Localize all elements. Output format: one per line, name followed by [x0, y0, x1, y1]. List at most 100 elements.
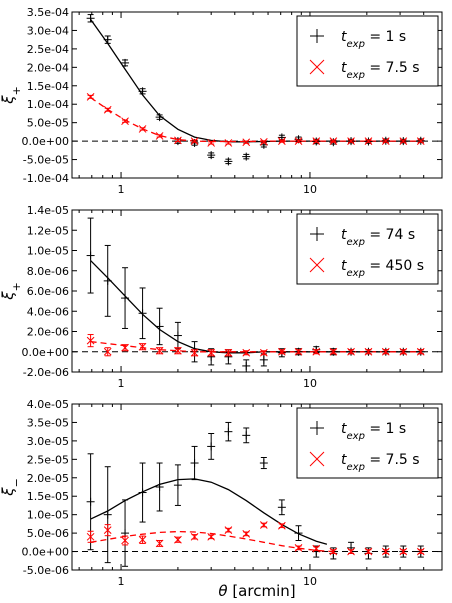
x-tick-label: 1 — [118, 377, 125, 390]
legend-x-marker — [309, 451, 325, 467]
x-marker — [329, 137, 338, 145]
y-tick-label: 1.0e-05 — [27, 245, 69, 258]
legend-label: texp = 74 s — [341, 227, 415, 248]
x-marker — [224, 526, 233, 535]
y-tick-label: -2.0e-06 — [23, 366, 69, 379]
data-point — [259, 521, 268, 529]
data-point — [242, 427, 251, 444]
data-point — [190, 348, 199, 357]
x-tick-label: 10 — [303, 575, 317, 588]
x-marker — [190, 532, 199, 541]
x-marker — [416, 547, 425, 556]
x-marker — [224, 139, 233, 147]
x-marker — [138, 535, 147, 544]
panel-3: 4.0e-05 3.5e-05 3.0e-05 2.5e-05 2.0e-05 1.5e-… — [0, 398, 443, 600]
x-marker — [399, 347, 408, 356]
y-axis-label: ξ+ — [0, 282, 23, 301]
data-point — [242, 359, 251, 373]
data-point — [259, 456, 268, 470]
x-marker — [381, 547, 390, 556]
legend: texp = 1 s texp = 7.5 s — [296, 15, 439, 87]
legend-label: texp = 1 s — [341, 29, 406, 50]
x-marker — [86, 532, 95, 541]
data-point — [190, 445, 199, 481]
data-point — [312, 137, 321, 145]
y-tick-label: 1.0e-04 — [27, 98, 69, 111]
data-point — [155, 462, 164, 512]
data-point — [138, 462, 147, 523]
data-point — [138, 125, 147, 133]
data-point — [416, 547, 425, 556]
y-tick-label: -1.0e-04 — [23, 172, 69, 185]
data-point — [86, 217, 95, 294]
data-point — [347, 137, 355, 145]
y-tick-label: -5.0e-06 — [23, 564, 69, 577]
legend-x-marker — [309, 59, 325, 75]
data-point — [155, 113, 164, 122]
x-marker — [121, 117, 129, 126]
data-point — [381, 137, 390, 145]
model-line-2 — [90, 530, 334, 553]
data-point — [224, 157, 233, 166]
y-tick-label: 0.0e+00 — [22, 546, 69, 559]
legend-label: texp = 7.5 s — [341, 60, 420, 81]
data-point — [86, 530, 95, 543]
data-point — [173, 321, 182, 350]
x-marker — [381, 347, 390, 356]
x-marker — [347, 547, 355, 556]
data-point — [399, 137, 408, 145]
legend-box — [296, 213, 439, 285]
data-point — [242, 152, 251, 161]
data-point — [259, 353, 268, 367]
x-marker — [121, 536, 129, 545]
data-point — [364, 347, 373, 356]
x-marker — [278, 137, 286, 145]
data-point — [277, 499, 286, 516]
legend: texp = 1 s texp = 7.5 s — [296, 407, 439, 479]
x-marker — [347, 347, 355, 356]
y-tick-label: -5.0e-05 — [23, 154, 69, 167]
model-line-1 — [90, 478, 328, 545]
data-point — [121, 58, 130, 67]
x-marker — [399, 547, 408, 556]
x-tick-label: 1 — [118, 575, 125, 588]
x-marker — [121, 343, 129, 352]
x-marker — [259, 348, 268, 357]
x-marker — [86, 336, 95, 345]
data-point — [329, 547, 338, 556]
data-point — [207, 348, 216, 357]
model-line-2 — [90, 97, 421, 143]
legend-box — [296, 15, 439, 87]
model-line-2 — [90, 340, 421, 353]
data-point — [224, 348, 233, 357]
x-marker — [294, 347, 303, 356]
y-tick-label: 3.0e-05 — [27, 435, 69, 448]
x-marker — [347, 137, 355, 145]
x-marker — [138, 125, 147, 133]
x-axis-label: θ [arcmin] — [218, 582, 295, 600]
data-point — [190, 532, 199, 541]
x-marker — [294, 544, 303, 552]
data-point — [416, 137, 425, 145]
data-point — [242, 529, 251, 538]
data-point — [278, 137, 286, 145]
x-marker — [174, 346, 182, 355]
x-marker — [364, 137, 373, 145]
data-point — [364, 547, 373, 556]
panel-1: 3.5e-04 3.0e-04 2.5e-04 2.0e-04 1.5e-04 1.0e-… — [0, 6, 443, 196]
data-point — [174, 346, 182, 355]
x-marker — [329, 547, 338, 556]
y-tick-label: 1.2e-05 — [27, 224, 69, 237]
y-tick-label: 3.0e-04 — [27, 24, 69, 37]
y-tick-label: 2.0e-06 — [27, 326, 69, 339]
x-marker — [190, 348, 199, 357]
data-point — [278, 347, 286, 356]
data-point — [103, 35, 112, 44]
data-point — [224, 421, 233, 442]
x-marker — [416, 137, 425, 145]
data-point — [121, 267, 130, 329]
y-tick-label: 2.0e-05 — [27, 472, 69, 485]
data-point — [138, 287, 147, 340]
x-marker — [278, 347, 286, 356]
